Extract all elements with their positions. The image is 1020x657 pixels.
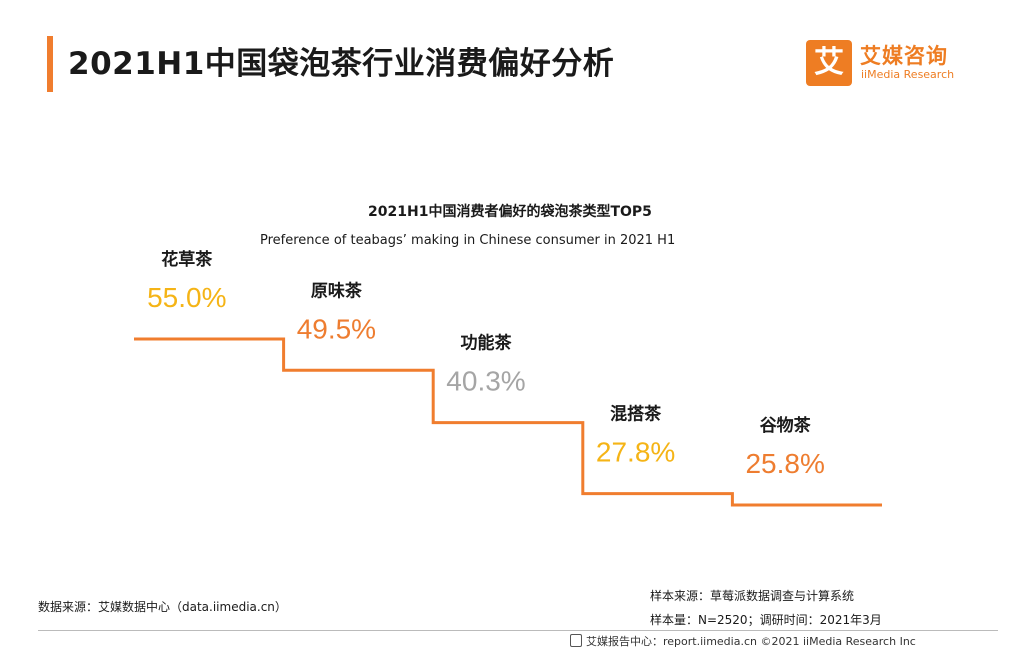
value-label: 40.3%: [446, 366, 525, 397]
category-label: 功能茶: [461, 333, 513, 354]
report-center-text: 艾媒报告中心：report.iimedia.cn ©2021 iiMedia R…: [586, 635, 916, 648]
sample-source: 样本来源：草莓派数据调查与计算系统: [650, 589, 855, 603]
report-center: 艾媒报告中心：report.iimedia.cn ©2021 iiMedia R…: [570, 633, 916, 649]
chart-title: 2021H1中国消费者偏好的袋泡茶类型TOP5: [368, 204, 652, 220]
sample-size: 样本量：N=2520；调研时间：2021年3月: [650, 613, 882, 627]
brand-logo[interactable]: 艾 艾媒咨询 iiMedia Research: [806, 40, 996, 88]
data-source: 数据来源：艾媒数据中心（data.iimedia.cn）: [38, 600, 287, 614]
page-title: 2021H1中国袋泡茶行业消费偏好分析: [68, 46, 615, 82]
value-label: 55.0%: [147, 282, 226, 313]
chart-subtitle: Preference of teabags’ making in Chinese…: [260, 233, 676, 248]
category-label: 花草茶: [161, 249, 213, 270]
category-label: 谷物茶: [760, 415, 812, 436]
logo-name-cn: 艾媒咨询: [860, 44, 948, 68]
series-step-line: [134, 337, 882, 507]
report-icon: [570, 634, 582, 647]
title-accent-bar: [47, 36, 53, 92]
category-label: 混搭茶: [610, 404, 662, 425]
logo-mark-icon: 艾: [806, 40, 852, 86]
logo-name-en: iiMedia Research: [861, 68, 955, 81]
value-label: 27.8%: [596, 437, 675, 468]
value-label: 25.8%: [745, 448, 824, 479]
category-label: 原味茶: [311, 280, 363, 301]
value-label: 49.5%: [297, 313, 376, 344]
footer-divider: [38, 630, 998, 631]
